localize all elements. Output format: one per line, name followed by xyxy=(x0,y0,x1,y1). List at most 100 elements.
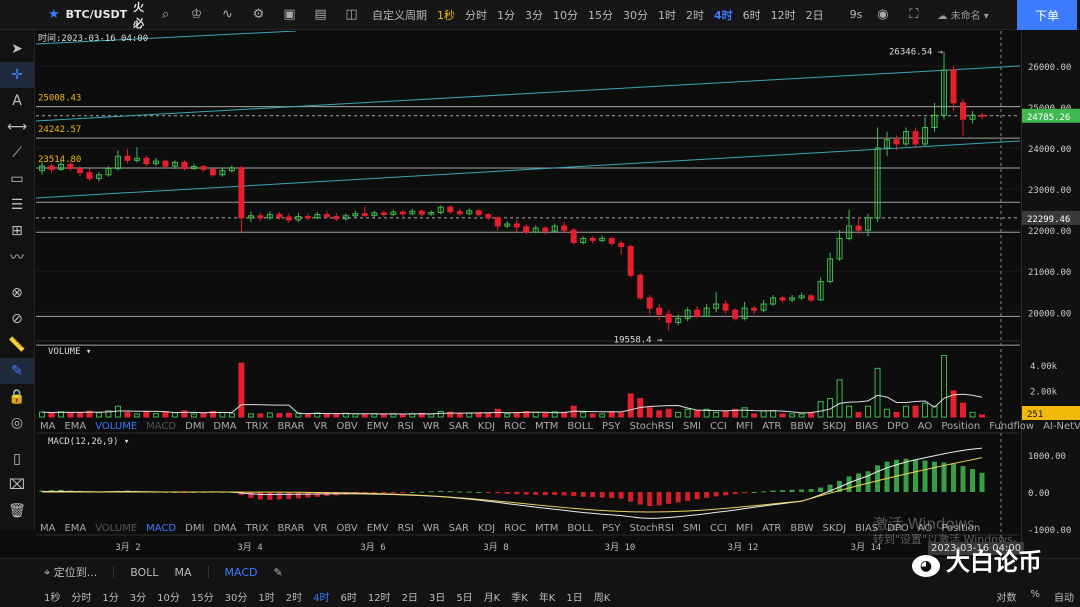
main-indicator-boll[interactable]: BOLL xyxy=(130,565,159,579)
log-scale-toggle[interactable]: 对数 xyxy=(996,593,1017,604)
indicator-mfi[interactable]: MFI xyxy=(735,523,754,534)
edit-indicator-icon[interactable]: ✎ xyxy=(273,565,283,579)
period-11[interactable]: 12时 xyxy=(367,593,391,604)
indicator-psy[interactable]: PSY xyxy=(602,523,621,534)
indicator-ema[interactable]: EMA xyxy=(64,523,87,534)
indicator-bbw[interactable]: BBW xyxy=(790,523,814,534)
indicator-wr[interactable]: WR xyxy=(422,421,440,432)
locate-to-date[interactable]: ⌖ 定位到... xyxy=(44,566,98,579)
pen-icon[interactable]: ✎ xyxy=(0,358,34,384)
indicator-dma[interactable]: DMA xyxy=(213,523,237,534)
period-19[interactable]: 周K xyxy=(593,593,611,604)
period-5[interactable]: 15分 xyxy=(190,593,214,604)
indicator-rsi[interactable]: RSI xyxy=(397,421,414,432)
parallel-channel-icon[interactable]: ☰ xyxy=(10,197,24,213)
crown-icon[interactable]: ♔ xyxy=(190,7,203,22)
period-8[interactable]: 2时 xyxy=(285,593,303,604)
indicator-bbw[interactable]: BBW xyxy=(790,421,814,432)
indicator-dpo[interactable]: DPO xyxy=(887,421,909,432)
timeframe-10[interactable]: 6时 xyxy=(742,8,761,22)
period-0[interactable]: 1秒 xyxy=(44,593,61,604)
indicator-ao[interactable]: AO xyxy=(917,523,933,534)
indicator-cci[interactable]: CCI xyxy=(709,421,727,432)
indicator-position[interactable]: Position xyxy=(941,523,981,534)
timeframe-8[interactable]: 2时 xyxy=(686,8,704,22)
indicator-mtm[interactable]: MTM xyxy=(534,523,559,534)
layout-name[interactable]: ☁ 未命名 ▾ xyxy=(937,11,989,22)
indicator-ma[interactable]: MA xyxy=(40,523,56,534)
cursor-arrow-icon[interactable]: ➤ xyxy=(11,41,23,57)
place-order-button[interactable]: 下单 xyxy=(1017,0,1077,30)
indicator-ema[interactable]: EMA xyxy=(64,421,87,432)
indicator-boll[interactable]: BOLL xyxy=(567,421,594,432)
timeframe-4[interactable]: 10分 xyxy=(553,8,578,22)
lock-icon[interactable]: 🔒 xyxy=(8,389,26,405)
trend-line-icon[interactable]: ⟋ xyxy=(12,145,22,161)
chart-area[interactable]: 25008.43 24242.57 23514.80 26346.54 → 19558… xyxy=(35,30,1021,558)
indicator-roc[interactable]: ROC xyxy=(504,421,526,432)
main-indicator-ma[interactable]: MA xyxy=(174,565,192,579)
indicator-dpo[interactable]: DPO xyxy=(887,523,909,534)
period-15[interactable]: 月K xyxy=(483,593,501,604)
period-18[interactable]: 1日 xyxy=(566,593,583,604)
indicator-ao[interactable]: AO xyxy=(917,421,933,432)
timeframe-7[interactable]: 1时 xyxy=(658,8,676,22)
indicator-skdj[interactable]: SKDJ xyxy=(822,421,847,432)
period-16[interactable]: 季K xyxy=(511,593,528,604)
period-13[interactable]: 3日 xyxy=(428,593,446,604)
indicator-bias[interactable]: BIAS xyxy=(855,523,879,534)
sub-indicator-macd[interactable]: MACD xyxy=(224,565,258,579)
indicator-macd[interactable]: MACD xyxy=(146,523,177,534)
ruler-icon[interactable]: 📏 xyxy=(8,337,26,353)
period-3[interactable]: 3分 xyxy=(129,593,147,604)
indicator-dmi[interactable]: DMI xyxy=(185,421,205,432)
indicator-smi[interactable]: SMI xyxy=(683,523,701,534)
indicator-mfi[interactable]: MFI xyxy=(735,421,754,432)
indicator-dmi[interactable]: DMI xyxy=(185,523,205,534)
indicator-macd[interactable]: MACD xyxy=(146,421,177,432)
eye-icon[interactable]: ◎ xyxy=(10,415,24,431)
indicator-cci[interactable]: CCI xyxy=(709,523,727,534)
layout-icon[interactable]: ◫ xyxy=(345,7,358,22)
timeframe-1[interactable]: 分时 xyxy=(465,8,487,22)
timeframe-3[interactable]: 3分 xyxy=(525,8,543,22)
period-4[interactable]: 10分 xyxy=(157,593,180,604)
indicator-bias[interactable]: BIAS xyxy=(855,421,879,432)
calendar-icon[interactable]: ▤ xyxy=(314,7,327,22)
crosshair-icon[interactable]: ✛ xyxy=(0,62,34,88)
horizontal-line-icon[interactable]: ⟷ xyxy=(6,119,28,135)
indicator-position[interactable]: Position xyxy=(941,421,981,432)
percent-scale-toggle[interactable]: % xyxy=(1030,589,1040,600)
magnet-icon[interactable]: ⊗ xyxy=(11,285,23,301)
timeframe-2[interactable]: 1分 xyxy=(497,8,515,22)
timeframe-0[interactable]: 1秒 xyxy=(437,8,455,22)
search-icon[interactable]: ⌕ xyxy=(161,7,170,22)
clear-drawings-icon[interactable]: ⌧ xyxy=(8,477,26,493)
period-14[interactable]: 5日 xyxy=(456,593,473,604)
rectangle-icon[interactable]: ▭ xyxy=(10,171,24,187)
price-axis[interactable]: 26000.0025000.0024000.0023000.0022000.00… xyxy=(1021,31,1080,558)
custom-period-menu[interactable]: 自定义周期 xyxy=(372,8,427,22)
auto-scale-toggle[interactable]: 自动 xyxy=(1054,593,1074,604)
indicator-vr[interactable]: VR xyxy=(313,421,328,432)
indicator-wr[interactable]: WR xyxy=(422,523,440,534)
weak-magnet-icon[interactable]: ⊘ xyxy=(11,311,23,327)
period-17[interactable]: 年K xyxy=(538,593,556,604)
bookmark-icon[interactable]: ▯ xyxy=(13,451,21,467)
indicator-sar[interactable]: SAR xyxy=(448,421,469,432)
period-2[interactable]: 1分 xyxy=(102,593,119,604)
period-6[interactable]: 30分 xyxy=(224,593,248,604)
period-1[interactable]: 分时 xyxy=(71,593,92,604)
fib-grid-icon[interactable]: ⊞ xyxy=(11,223,23,239)
indicator-roc[interactable]: ROC xyxy=(504,523,526,534)
indicator-stochrsi[interactable]: StochRSI xyxy=(629,421,674,432)
indicator-ma[interactable]: MA xyxy=(40,421,56,432)
indicator-emv[interactable]: EMV xyxy=(366,523,389,534)
indicator-atr[interactable]: ATR xyxy=(762,421,782,432)
chart-canvas[interactable]: 25008.43 24242.57 23514.80 26346.54 → 19558… xyxy=(35,30,1021,558)
indicator-brar[interactable]: BRAR xyxy=(277,523,305,534)
template-icon[interactable]: ▣ xyxy=(283,7,296,22)
indicator-emv[interactable]: EMV xyxy=(366,421,389,432)
trash-icon[interactable]: 🗑 xyxy=(8,503,26,519)
timeframe-9[interactable]: 4时 xyxy=(714,8,733,22)
